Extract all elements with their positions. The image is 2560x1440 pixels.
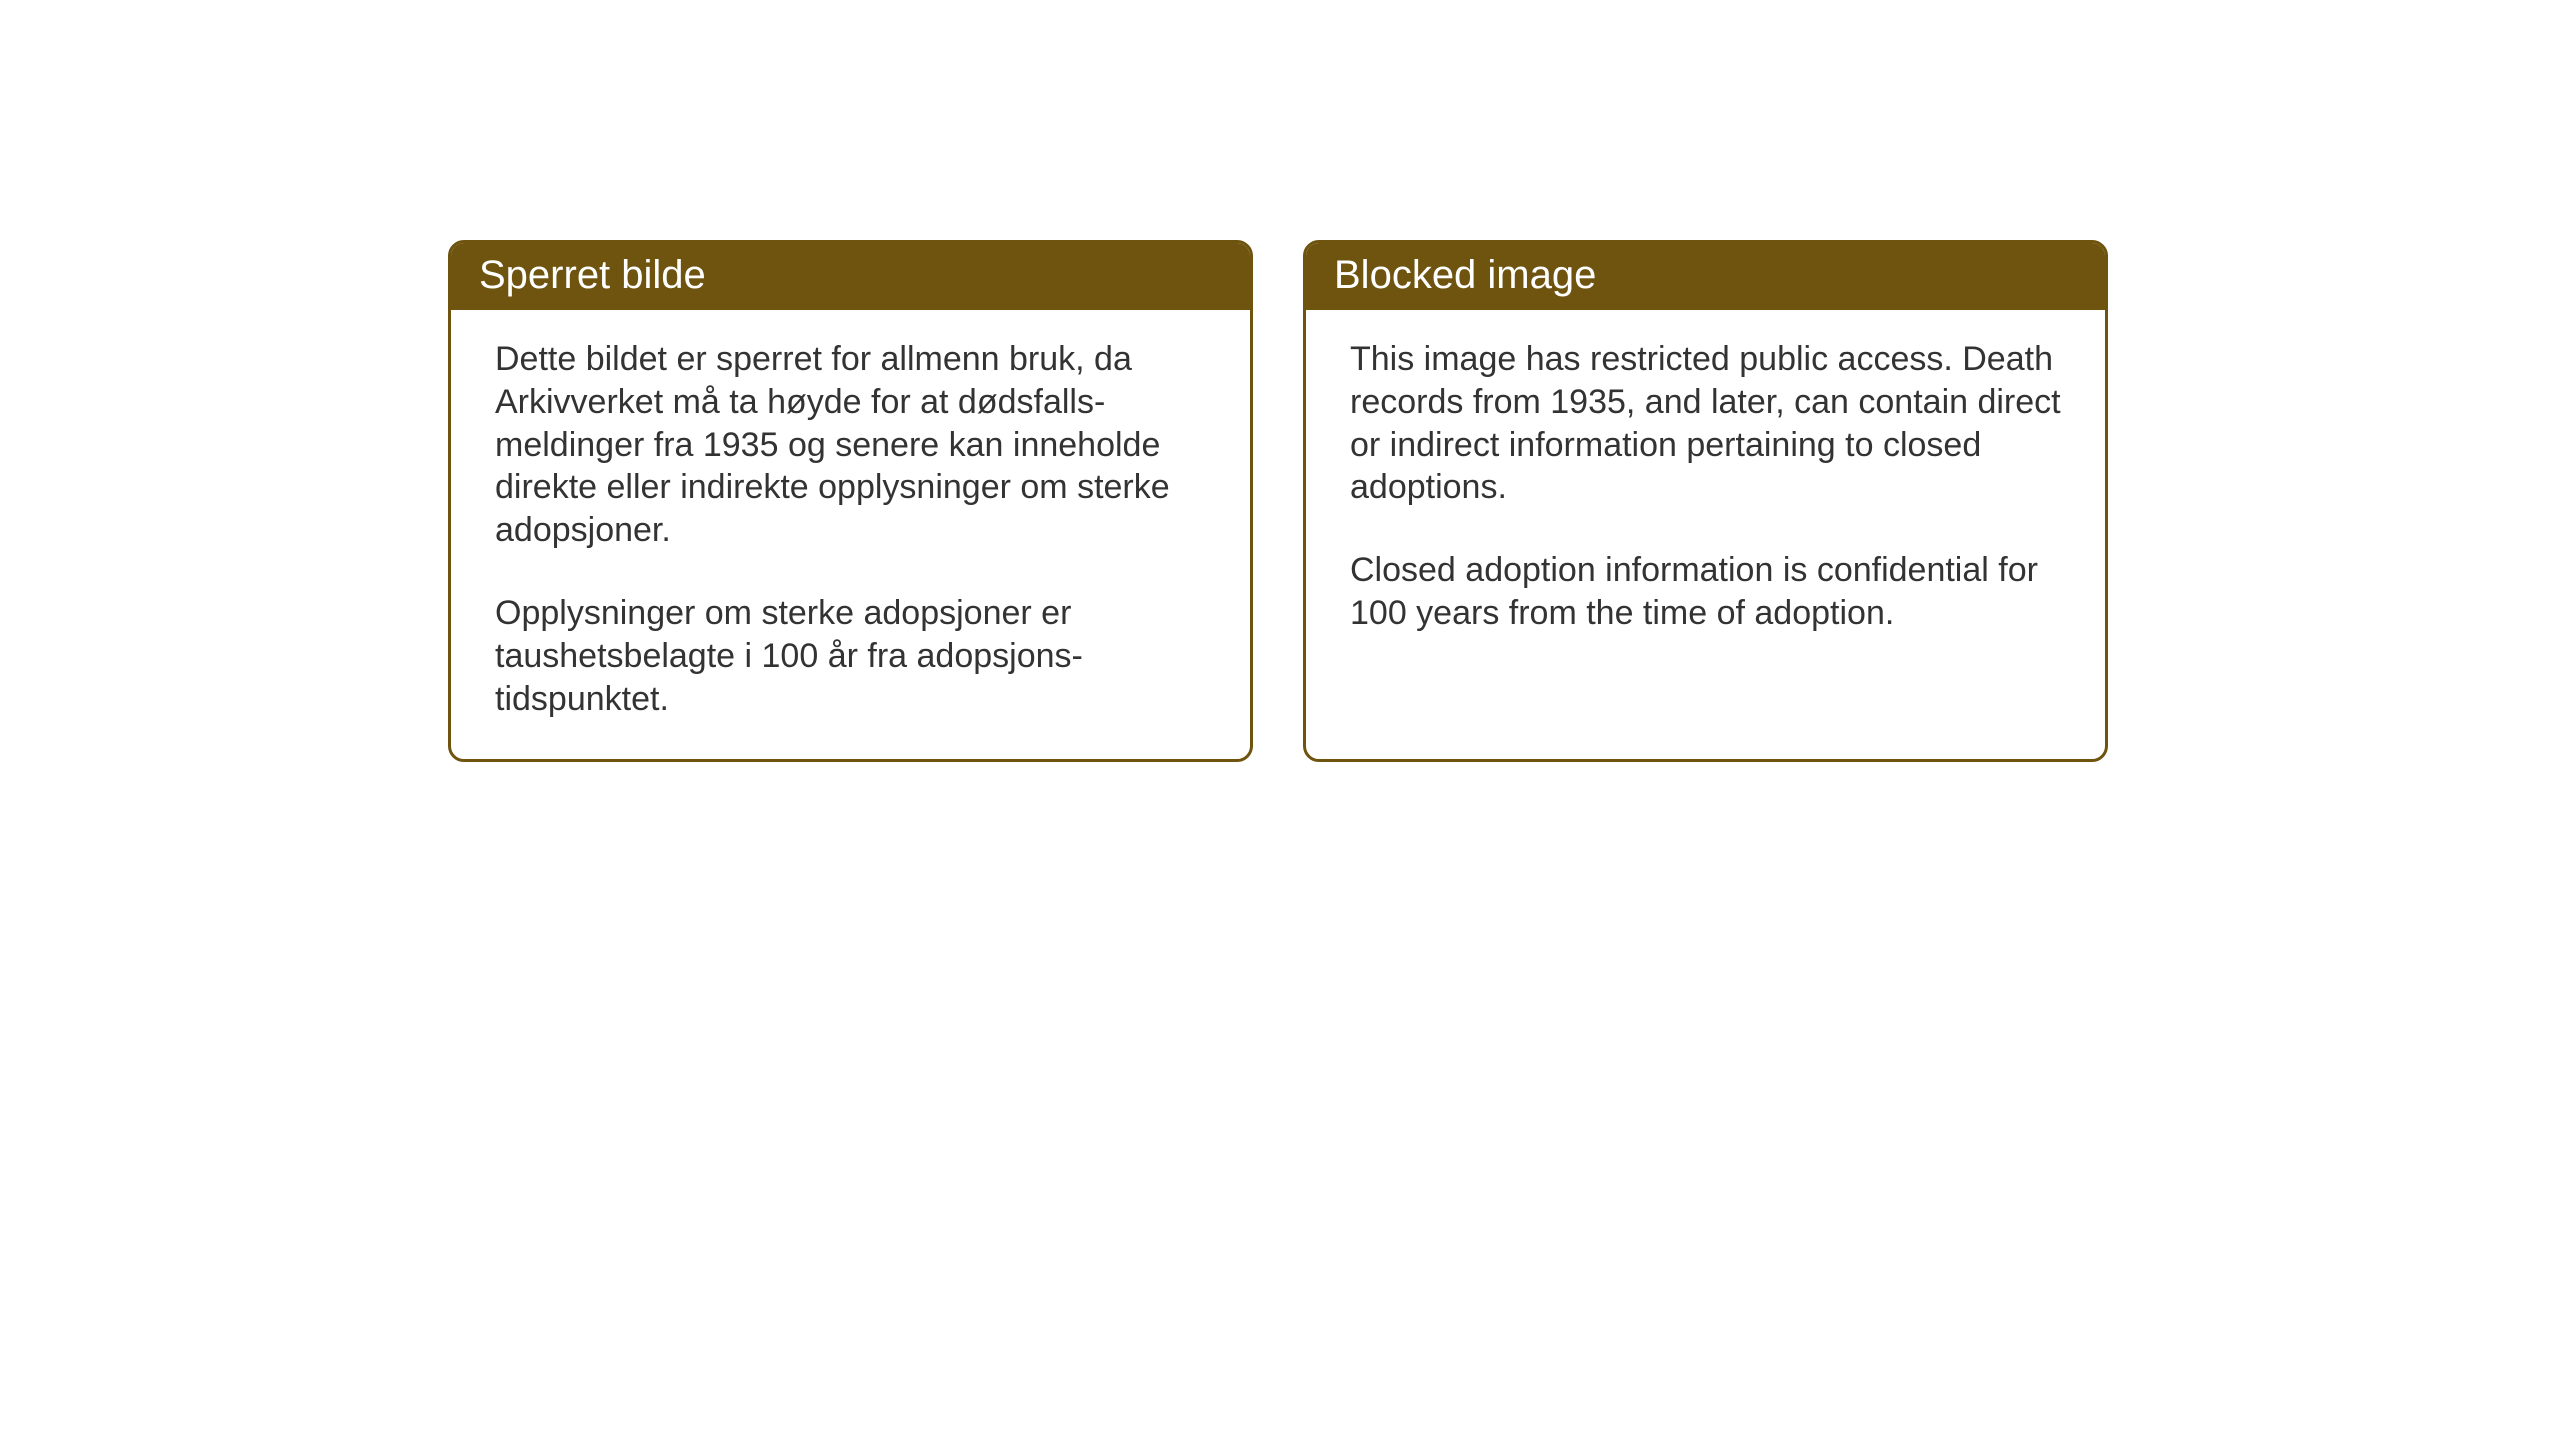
card-title: Sperret bilde [479, 253, 706, 297]
card-paragraph: Closed adoption information is confident… [1350, 549, 2061, 635]
card-paragraph: This image has restricted public access.… [1350, 338, 2061, 509]
card-body-english: This image has restricted public access.… [1306, 310, 2105, 673]
card-header-norwegian: Sperret bilde [451, 243, 1250, 310]
card-title: Blocked image [1334, 253, 1596, 297]
card-paragraph: Opplysninger om sterke adopsjoner er tau… [495, 592, 1206, 720]
card-header-english: Blocked image [1306, 243, 2105, 310]
notice-card-norwegian: Sperret bilde Dette bildet er sperret fo… [448, 240, 1253, 762]
card-body-norwegian: Dette bildet er sperret for allmenn bruk… [451, 310, 1250, 759]
card-paragraph: Dette bildet er sperret for allmenn bruk… [495, 338, 1206, 552]
notice-container: Sperret bilde Dette bildet er sperret fo… [448, 240, 2108, 762]
notice-card-english: Blocked image This image has restricted … [1303, 240, 2108, 762]
